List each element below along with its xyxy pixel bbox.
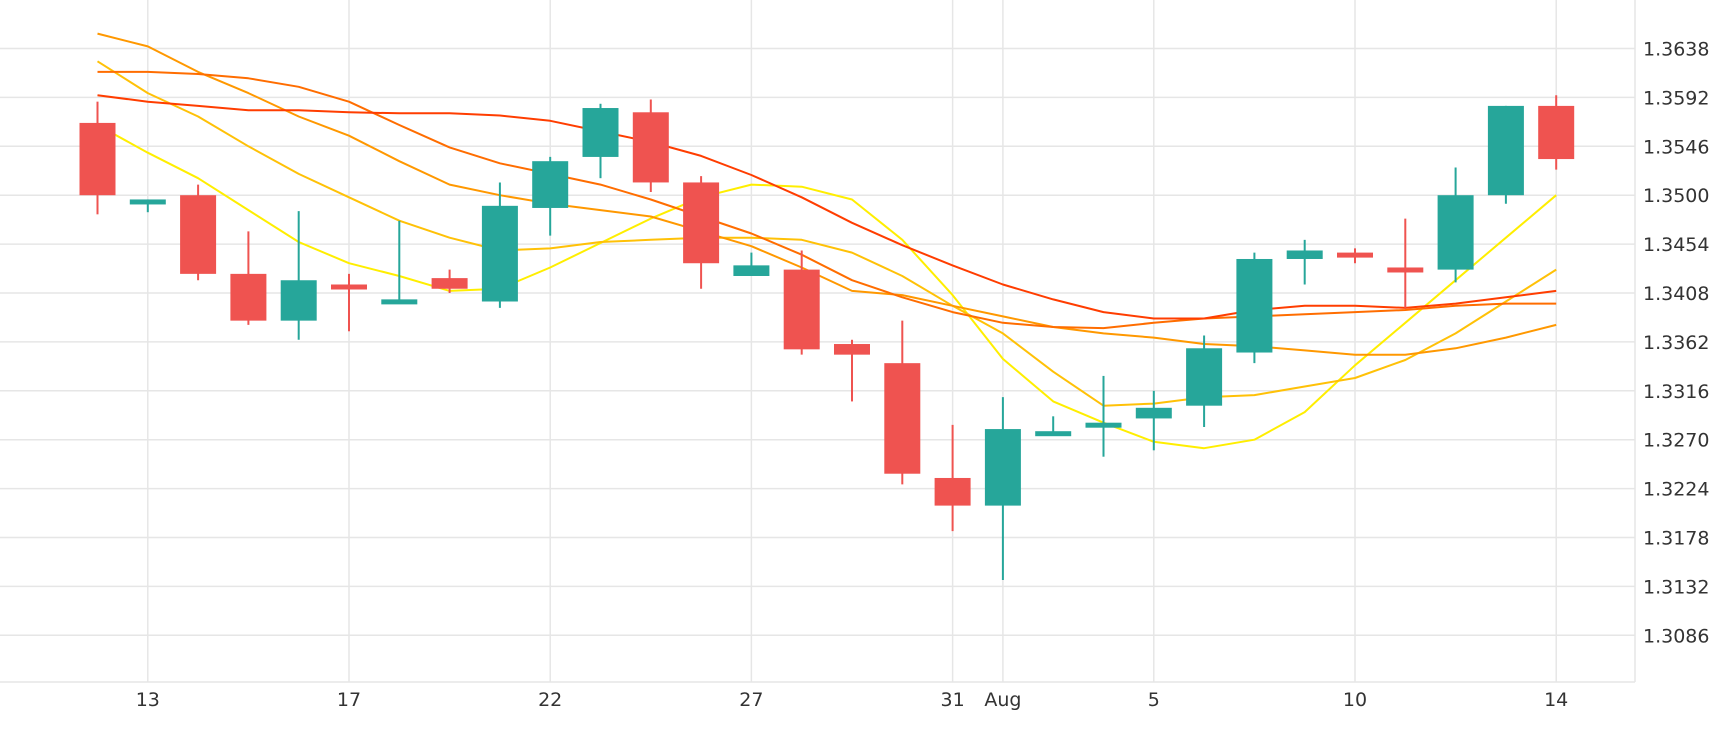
candle bbox=[1538, 95, 1575, 170]
moving-average-lines bbox=[96, 32, 1557, 450]
candle bbox=[884, 320, 921, 485]
candle bbox=[280, 211, 317, 340]
x-tick-label: 22 bbox=[538, 689, 562, 711]
x-tick-label: 31 bbox=[941, 689, 965, 711]
candle-body bbox=[1085, 422, 1122, 428]
candle bbox=[733, 252, 770, 276]
candle bbox=[1387, 218, 1424, 308]
moving-average-line-4 bbox=[97, 70, 1557, 330]
candle-body bbox=[683, 182, 720, 264]
y-axis: 1.3638 1.3592 1.3546 1.3500 1.3454 1.3408 1.33… bbox=[1643, 39, 1709, 648]
candle bbox=[1286, 239, 1323, 285]
candle-body bbox=[1035, 431, 1072, 437]
candle bbox=[1135, 390, 1172, 451]
y-tick-label: 1.3316 bbox=[1643, 381, 1709, 403]
y-tick-label: 1.3638 bbox=[1643, 39, 1709, 61]
y-tick-label: 1.3408 bbox=[1643, 283, 1709, 305]
candle bbox=[783, 250, 820, 355]
candle-body bbox=[1286, 250, 1323, 259]
candle-body bbox=[1337, 252, 1373, 258]
candle bbox=[683, 176, 720, 289]
candle bbox=[582, 103, 619, 179]
y-tick-label: 1.3086 bbox=[1643, 625, 1709, 647]
candle-body bbox=[1437, 195, 1474, 270]
x-tick-label: 5 bbox=[1148, 689, 1160, 711]
y-tick-label: 1.3178 bbox=[1643, 528, 1709, 550]
candle bbox=[834, 339, 870, 402]
candle-body bbox=[1387, 267, 1424, 273]
candle-body bbox=[733, 265, 770, 276]
candle bbox=[1085, 375, 1122, 457]
candle bbox=[129, 199, 166, 213]
x-tick-label: 13 bbox=[136, 689, 160, 711]
candles bbox=[79, 95, 1575, 581]
candle bbox=[331, 273, 367, 332]
x-tick-label: Aug bbox=[984, 689, 1021, 711]
candle-body bbox=[481, 205, 518, 302]
candle bbox=[1035, 416, 1072, 437]
candle bbox=[431, 269, 468, 293]
moving-average-line-3 bbox=[97, 32, 1557, 356]
moving-average-line-1 bbox=[97, 124, 1557, 450]
moving-average-line-2 bbox=[96, 60, 1557, 407]
candle-body bbox=[431, 278, 468, 289]
y-tick-label: 1.3500 bbox=[1643, 185, 1709, 207]
candle-body bbox=[1135, 407, 1172, 419]
candle-body bbox=[129, 199, 166, 205]
y-tick-label: 1.3546 bbox=[1643, 136, 1709, 158]
y-tick-label: 1.3224 bbox=[1643, 479, 1709, 501]
candle-body bbox=[884, 363, 921, 474]
candle bbox=[1487, 105, 1524, 204]
candle-body bbox=[582, 108, 619, 157]
y-tick-label: 1.3592 bbox=[1643, 87, 1709, 109]
candle bbox=[1186, 335, 1223, 427]
candle-body bbox=[381, 299, 418, 305]
y-tick-label: 1.3132 bbox=[1643, 576, 1709, 598]
x-axis: 13 17 22 27 31 Aug 5 10 14 bbox=[136, 689, 1569, 711]
x-tick-label: 10 bbox=[1343, 689, 1367, 711]
candle-body bbox=[1538, 105, 1575, 160]
y-tick-label: 1.3362 bbox=[1643, 332, 1709, 354]
candle bbox=[934, 424, 971, 532]
candle bbox=[180, 184, 217, 281]
candle bbox=[1437, 167, 1474, 283]
x-tick-label: 17 bbox=[337, 689, 361, 711]
candle-body bbox=[984, 429, 1021, 506]
candle bbox=[481, 182, 518, 308]
candle-body bbox=[1236, 258, 1273, 353]
candle-body bbox=[280, 280, 317, 321]
candle-body bbox=[331, 284, 367, 290]
candle-body bbox=[783, 269, 820, 350]
candle-body bbox=[79, 122, 116, 196]
candle bbox=[532, 156, 569, 236]
candle-body bbox=[632, 112, 669, 183]
candle bbox=[79, 101, 116, 215]
candle bbox=[984, 397, 1021, 581]
candle bbox=[230, 231, 267, 325]
moving-average-line-5 bbox=[97, 94, 1557, 320]
candle-body bbox=[180, 195, 217, 274]
candle-body bbox=[230, 273, 267, 321]
y-tick-label: 1.3454 bbox=[1643, 234, 1709, 256]
grid-lines bbox=[0, 0, 1636, 683]
candle-body bbox=[934, 477, 971, 506]
x-tick-label: 27 bbox=[739, 689, 763, 711]
candle bbox=[1337, 248, 1373, 264]
candle-body bbox=[834, 344, 870, 355]
candle bbox=[1236, 252, 1273, 364]
candle bbox=[632, 99, 669, 193]
y-tick-label: 1.3270 bbox=[1643, 430, 1709, 452]
candle-body bbox=[1186, 348, 1223, 406]
candle-body bbox=[1487, 105, 1524, 196]
candle bbox=[381, 220, 418, 305]
candle-body bbox=[532, 161, 569, 208]
x-tick-label: 14 bbox=[1544, 689, 1568, 711]
